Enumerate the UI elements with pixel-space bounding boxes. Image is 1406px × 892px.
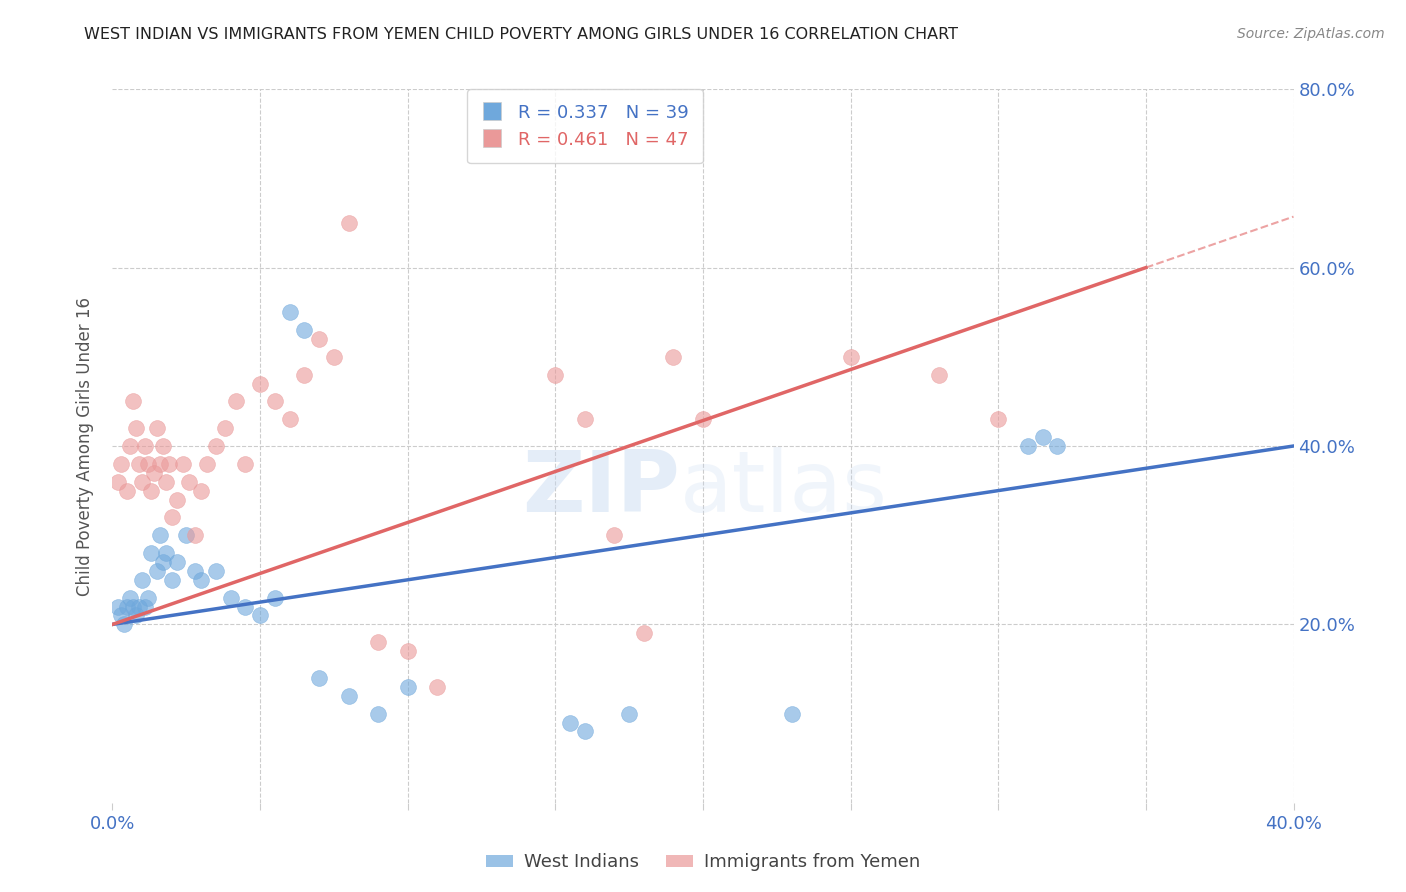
Point [205, 439, 228, 453]
Point [662, 350, 685, 364]
Point [134, 439, 156, 453]
Point [692, 412, 714, 426]
Point [308, 671, 330, 685]
Point [122, 599, 145, 614]
Point [136, 457, 159, 471]
Point [323, 350, 346, 364]
Point [249, 608, 271, 623]
Legend: West Indians, Immigrants from Yemen: West Indians, Immigrants from Yemen [478, 847, 928, 879]
Point [396, 680, 419, 694]
Point [117, 483, 138, 498]
Point [107, 475, 129, 489]
Point [166, 555, 188, 569]
Point [179, 475, 201, 489]
Point [146, 564, 169, 578]
Text: ZIP: ZIP [522, 447, 679, 531]
Text: WEST INDIAN VS IMMIGRANTS FROM YEMEN CHILD POVERTY AMONG GIRLS UNDER 16 CORRELAT: WEST INDIAN VS IMMIGRANTS FROM YEMEN CHI… [84, 27, 959, 42]
Point [128, 457, 150, 471]
Point [149, 457, 172, 471]
Point [160, 573, 183, 587]
Legend: R = 0.337   N = 39, R = 0.461   N = 47: R = 0.337 N = 39, R = 0.461 N = 47 [467, 89, 703, 163]
Point [131, 475, 153, 489]
Point [337, 216, 360, 230]
Point [172, 457, 194, 471]
Point [558, 715, 582, 730]
Point [142, 466, 165, 480]
Point [308, 332, 330, 346]
Point [155, 475, 177, 489]
Point [195, 457, 218, 471]
Point [337, 689, 360, 703]
Point [136, 591, 159, 605]
Point [1017, 439, 1039, 453]
Point [292, 323, 315, 337]
Point [128, 599, 150, 614]
Point [149, 528, 172, 542]
Point [225, 394, 247, 409]
Point [426, 680, 449, 694]
Point [190, 483, 212, 498]
Point [1046, 439, 1069, 453]
Point [131, 573, 153, 587]
Point [574, 724, 596, 739]
Point [839, 350, 862, 364]
Point [292, 368, 315, 382]
Point [125, 421, 148, 435]
Y-axis label: Child Poverty Among Girls Under 16: Child Poverty Among Girls Under 16 [76, 296, 94, 596]
Point [107, 599, 129, 614]
Point [139, 546, 162, 560]
Point [184, 528, 207, 542]
Point [249, 376, 271, 391]
Point [139, 483, 162, 498]
Point [1032, 430, 1054, 444]
Point [278, 305, 301, 319]
Point [233, 457, 256, 471]
Point [190, 573, 212, 587]
Point [134, 599, 156, 614]
Point [157, 457, 180, 471]
Point [120, 591, 142, 605]
Point [574, 412, 596, 426]
Point [120, 439, 142, 453]
Point [264, 591, 287, 605]
Point [174, 528, 197, 542]
Point [117, 599, 138, 614]
Point [928, 368, 950, 382]
Point [367, 635, 389, 649]
Point [166, 492, 188, 507]
Point [110, 457, 132, 471]
Point [603, 528, 626, 542]
Point [544, 368, 567, 382]
Point [155, 546, 177, 560]
Point [219, 591, 242, 605]
Point [214, 421, 236, 435]
Point [264, 394, 287, 409]
Point [110, 608, 132, 623]
Point [367, 706, 389, 721]
Point [619, 706, 641, 721]
Point [205, 564, 228, 578]
Point [987, 412, 1010, 426]
Point [122, 394, 145, 409]
Point [780, 706, 803, 721]
Point [633, 626, 655, 640]
Point [152, 439, 174, 453]
Point [152, 555, 174, 569]
Point [233, 599, 256, 614]
Point [146, 421, 169, 435]
Point [125, 608, 148, 623]
Text: Source: ZipAtlas.com: Source: ZipAtlas.com [1237, 27, 1385, 41]
Text: atlas: atlas [679, 447, 887, 531]
Point [184, 564, 207, 578]
Point [112, 617, 135, 632]
Point [278, 412, 301, 426]
Point [160, 510, 183, 524]
Point [396, 644, 419, 658]
